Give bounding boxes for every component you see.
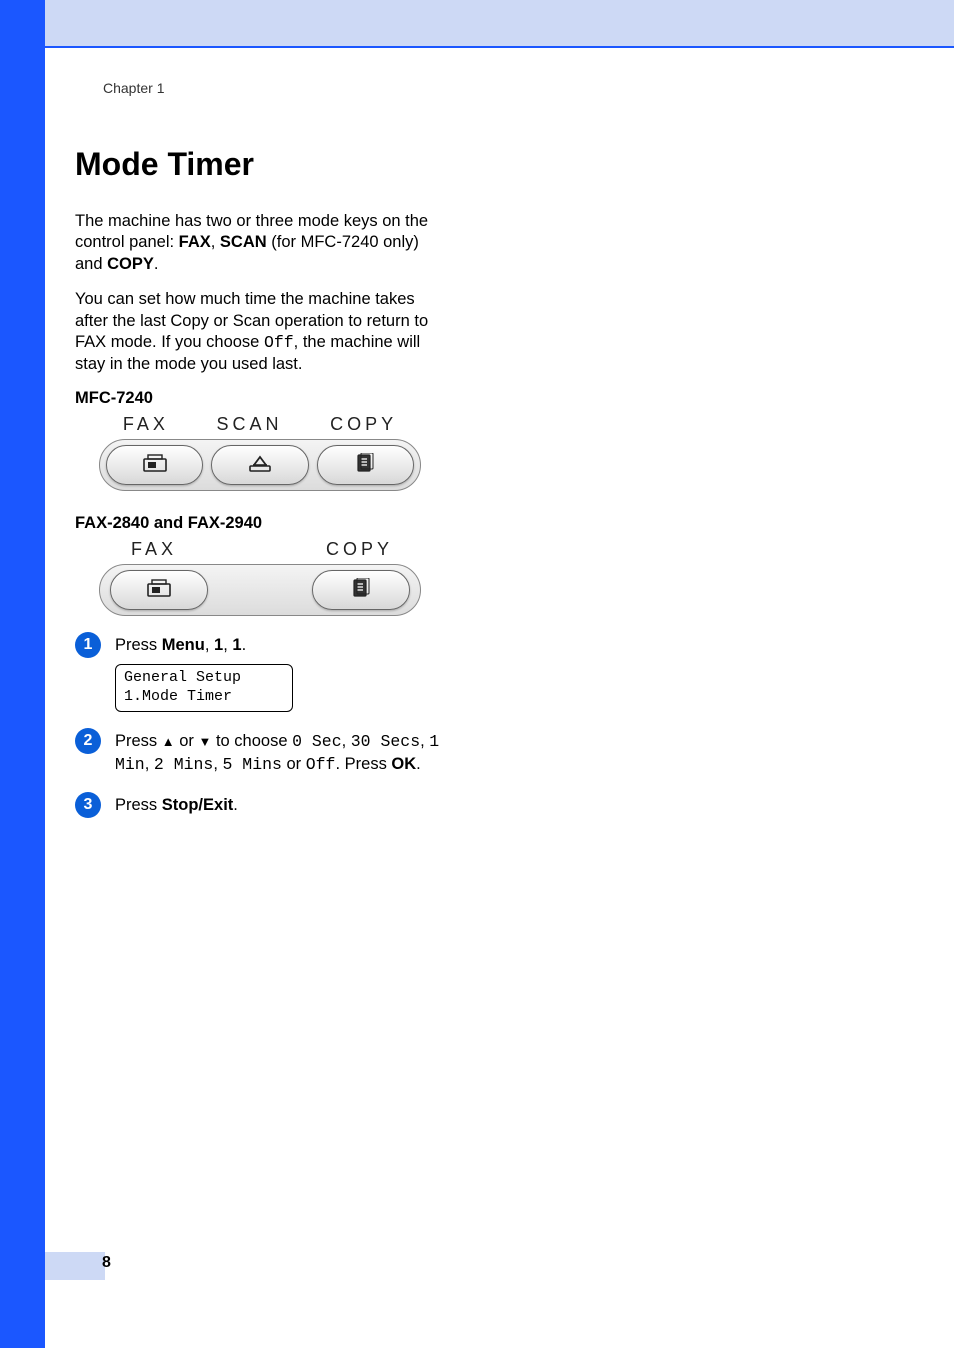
off-mono: Off	[264, 333, 294, 352]
key-1a: 1	[214, 636, 223, 654]
label-fax: FAX	[131, 539, 177, 560]
text: ,	[223, 636, 232, 654]
step-3: 3 Press Stop/Exit.	[75, 794, 445, 818]
down-arrow-icon: ▼	[198, 734, 211, 749]
menu-key: Menu	[162, 636, 205, 654]
step-3-body: Press Stop/Exit.	[115, 794, 238, 816]
text: ,	[420, 732, 429, 750]
opt-30secs: 30 Secs	[351, 732, 420, 751]
text: .	[154, 255, 159, 273]
text: . Press	[335, 755, 391, 773]
model-2-label: FAX-2840 and FAX-2940	[75, 514, 445, 533]
text: or	[282, 755, 306, 773]
stop-exit-key: Stop/Exit	[162, 796, 234, 814]
scan-button[interactable]	[211, 445, 308, 485]
step-1-body: Press Menu, 1, 1. General Setup 1.Mode T…	[115, 634, 293, 712]
intro-para-2: You can set how much time the machine ta…	[75, 289, 445, 375]
text: ,	[342, 732, 351, 750]
ok-key: OK	[391, 755, 416, 773]
chapter-label: Chapter 1	[103, 80, 445, 96]
label-fax: FAX	[123, 414, 169, 435]
button-row-3	[99, 439, 421, 491]
copy-icon	[352, 453, 378, 478]
sidebar-stripe	[0, 0, 45, 1348]
opt-2mins: 2 Mins	[154, 755, 213, 774]
copy-button[interactable]	[312, 570, 410, 610]
text: Press	[115, 636, 162, 654]
text: ,	[205, 636, 214, 654]
text: Press	[115, 796, 162, 814]
step-number-1: 1	[75, 632, 101, 658]
up-arrow-icon: ▲	[162, 734, 175, 749]
fax-button[interactable]	[106, 445, 203, 485]
step-number-2: 2	[75, 728, 101, 754]
opt-off: Off	[306, 755, 336, 774]
text: .	[242, 636, 247, 654]
button-row-2	[99, 564, 421, 616]
page-title: Mode Timer	[75, 146, 445, 183]
page-content: Chapter 1 Mode Timer The machine has two…	[75, 80, 445, 818]
fax-button[interactable]	[110, 570, 208, 610]
step-1: 1 Press Menu, 1, 1. General Setup 1.Mode…	[75, 634, 445, 712]
opt-0sec: 0 Sec	[292, 732, 342, 751]
label-copy: COPY	[326, 539, 393, 560]
label-copy: COPY	[330, 414, 397, 435]
mode-labels-row: FAX SCAN COPY	[99, 414, 421, 435]
text: or	[175, 732, 199, 750]
text: to choose	[211, 732, 292, 750]
intro-para-1: The machine has two or three mode keys o…	[75, 211, 445, 275]
text: ,	[145, 755, 154, 773]
panel-fax-2840-2940: FAX COPY	[99, 539, 421, 616]
lcd-display: General Setup 1.Mode Timer	[115, 664, 293, 712]
page-number: 8	[102, 1254, 111, 1272]
mode-labels-row-2: FAX COPY	[99, 539, 421, 560]
opt-5mins: 5 Mins	[222, 755, 281, 774]
fax-bold: FAX	[179, 233, 211, 251]
copy-bold: COPY	[107, 255, 154, 273]
step-number-3: 3	[75, 792, 101, 818]
text: .	[233, 796, 238, 814]
text: ,	[211, 233, 220, 251]
copy-button[interactable]	[317, 445, 414, 485]
header-band	[45, 0, 954, 48]
scan-icon	[247, 453, 273, 478]
copy-icon	[348, 578, 374, 603]
key-1b: 1	[232, 636, 241, 654]
scan-bold: SCAN	[220, 233, 267, 251]
text: Press	[115, 732, 162, 750]
fax-icon	[142, 453, 168, 478]
label-scan: SCAN	[216, 414, 282, 435]
model-1-label: MFC-7240	[75, 389, 445, 408]
text: .	[416, 755, 421, 773]
step-2-body: Press ▲ or ▼ to choose 0 Sec, 30 Secs, 1…	[115, 730, 445, 777]
step-2: 2 Press ▲ or ▼ to choose 0 Sec, 30 Secs,…	[75, 730, 445, 777]
footer-band	[45, 1252, 105, 1280]
panel-mfc-7240: FAX SCAN COPY	[99, 414, 421, 496]
fax-icon	[146, 578, 172, 603]
